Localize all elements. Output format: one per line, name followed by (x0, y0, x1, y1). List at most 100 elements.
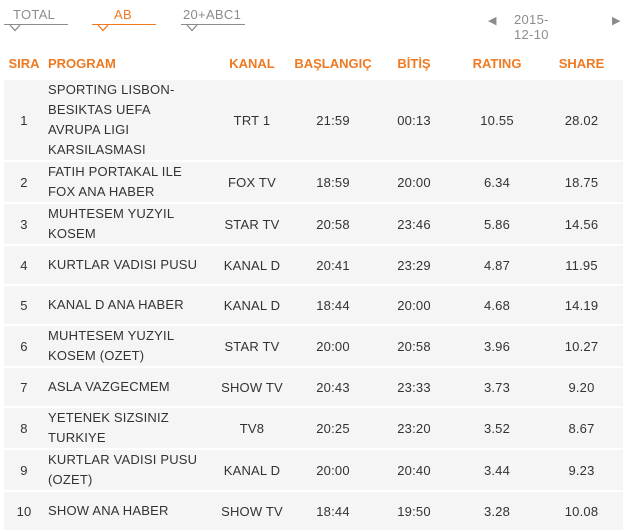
cell-end: 23:33 (374, 368, 454, 406)
col-header-start[interactable]: BAŞLANGIÇ (294, 55, 372, 71)
table-row: 7 ASLA VAZGECMEM SHOW TV 20:43 23:33 3.7… (4, 368, 623, 406)
cell-start: 20:58 (292, 204, 374, 244)
cell-rank: 4 (4, 246, 44, 284)
cell-channel: KANAL D (212, 286, 292, 324)
col-header-program[interactable]: PROGRAM (48, 55, 116, 71)
table-row: 6 MUHTESEM YUZYIL KOSEM (OZET) STAR TV 2… (4, 326, 623, 366)
cell-program: SPORTING LISBON- BESIKTAS UEFA AVRUPA LI… (44, 80, 212, 160)
cell-rating: 3.28 (454, 492, 540, 530)
table-header-row: SIRA PROGRAM KANAL BAŞLANGIÇ BİTİŞ RATIN… (4, 48, 623, 78)
cell-rating: 5.86 (454, 204, 540, 244)
cell-rating: 4.68 (454, 286, 540, 324)
program-line: KURTLAR VADISI PUSU (48, 257, 198, 272)
cell-rank: 9 (4, 450, 44, 490)
col-header-share[interactable]: SHARE (558, 55, 605, 71)
cell-rating: 3.96 (454, 326, 540, 366)
cell-program: SHOW ANA HABER (44, 492, 212, 530)
cell-rank: 2 (4, 162, 44, 202)
program-line: MUHTESEM YUZYIL (48, 206, 175, 221)
cell-channel: KANAL D (212, 450, 292, 490)
cell-rank: 10 (4, 492, 44, 530)
cell-rank: 7 (4, 368, 44, 406)
program-line: SPORTING LISBON- (48, 82, 175, 97)
table-row: 10 SHOW ANA HABER SHOW TV 18:44 19:50 3.… (4, 492, 623, 530)
audience-tabs: TOTAL AB 20+ABC1 ◀ 2015-12-10 ▶ (0, 0, 627, 44)
cell-program: ASLA VAZGECMEM (44, 368, 212, 406)
tab-total-label: TOTAL (13, 7, 56, 22)
program-line: FOX ANA HABER (48, 184, 155, 199)
cell-program: MUHTESEM YUZYIL KOSEM (44, 204, 212, 244)
cell-start: 20:00 (292, 450, 374, 490)
program-line: TURKIYE (48, 430, 106, 445)
program-line: YETENEK SIZSINIZ (48, 410, 169, 425)
cell-start: 20:00 (292, 326, 374, 366)
cell-start: 18:59 (292, 162, 374, 202)
cell-end: 23:46 (374, 204, 454, 244)
cell-share: 28.02 (540, 80, 623, 160)
cell-share: 14.19 (540, 286, 623, 324)
tab-20abc1-label: 20+ABC1 (183, 7, 242, 22)
cell-share: 9.20 (540, 368, 623, 406)
cell-end: 19:50 (374, 492, 454, 530)
cell-end: 20:00 (374, 286, 454, 324)
col-header-rating[interactable]: RATING (472, 55, 522, 71)
program-line: SHOW ANA HABER (48, 503, 169, 518)
program-line: KURTLAR VADISI PUSU (48, 452, 198, 467)
cell-rank: 5 (4, 286, 44, 324)
cell-rating: 3.52 (454, 408, 540, 448)
cell-channel: SHOW TV (212, 492, 292, 530)
cell-program: MUHTESEM YUZYIL KOSEM (OZET) (44, 326, 212, 366)
cell-rating: 3.73 (454, 368, 540, 406)
cell-start: 21:59 (292, 80, 374, 160)
cell-start: 18:44 (292, 492, 374, 530)
chevron-right-icon[interactable]: ▶ (612, 15, 621, 27)
program-line: AVRUPA LIGI (48, 122, 130, 137)
table-row: 1 SPORTING LISBON- BESIKTAS UEFA AVRUPA … (4, 80, 623, 160)
cell-channel: TV8 (212, 408, 292, 448)
cell-end: 23:29 (374, 246, 454, 284)
cell-end: 23:20 (374, 408, 454, 448)
cell-end: 00:13 (374, 80, 454, 160)
cell-start: 18:44 (292, 286, 374, 324)
col-header-rank[interactable]: SIRA (8, 55, 40, 71)
cell-share: 14.56 (540, 204, 623, 244)
table-row: 4 KURTLAR VADISI PUSU KANAL D 20:41 23:2… (4, 246, 623, 284)
cell-rank: 8 (4, 408, 44, 448)
cell-end: 20:00 (374, 162, 454, 202)
cell-rank: 6 (4, 326, 44, 366)
tab-ab-label: AB (114, 7, 132, 22)
chevron-left-icon[interactable]: ◀ (488, 15, 497, 27)
cell-rating: 6.34 (454, 162, 540, 202)
cell-start: 20:43 (292, 368, 374, 406)
cell-start: 20:25 (292, 408, 374, 448)
cell-channel: TRT 1 (212, 80, 292, 160)
table-row: 8 YETENEK SIZSINIZ TURKIYE TV8 20:25 23:… (4, 408, 623, 448)
cell-rating: 3.44 (454, 450, 540, 490)
program-line: MUHTESEM YUZYIL (48, 328, 175, 343)
cell-channel: STAR TV (212, 204, 292, 244)
cell-rating: 4.87 (454, 246, 540, 284)
program-line: KARSILASMASI (48, 142, 146, 157)
program-line: (OZET) (48, 472, 93, 487)
cell-end: 20:40 (374, 450, 454, 490)
table-row: 9 KURTLAR VADISI PUSU (OZET) KANAL D 20:… (4, 450, 623, 490)
cell-share: 8.67 (540, 408, 623, 448)
cell-channel: SHOW TV (212, 368, 292, 406)
table-row: 2 FATIH PORTAKAL ILE FOX ANA HABER FOX T… (4, 162, 623, 202)
col-header-end[interactable]: BİTİŞ (397, 55, 431, 71)
program-line: BESIKTAS UEFA (48, 102, 151, 117)
cell-channel: STAR TV (212, 326, 292, 366)
cell-program: YETENEK SIZSINIZ TURKIYE (44, 408, 212, 448)
col-header-channel[interactable]: KANAL (229, 55, 275, 71)
date-label: 2015-12-10 (514, 12, 549, 42)
cell-channel: FOX TV (212, 162, 292, 202)
cell-rank: 1 (4, 80, 44, 160)
tab-caret-icon (97, 24, 109, 32)
program-line: ASLA VAZGECMEM (48, 379, 170, 394)
cell-program: KANAL D ANA HABER (44, 286, 212, 324)
program-line: FATIH PORTAKAL ILE (48, 164, 182, 179)
cell-program: FATIH PORTAKAL ILE FOX ANA HABER (44, 162, 212, 202)
cell-program: KURTLAR VADISI PUSU (44, 246, 212, 284)
ratings-table: SIRA PROGRAM KANAL BAŞLANGIÇ BİTİŞ RATIN… (4, 46, 623, 532)
table-row: 3 MUHTESEM YUZYIL KOSEM STAR TV 20:58 23… (4, 204, 623, 244)
